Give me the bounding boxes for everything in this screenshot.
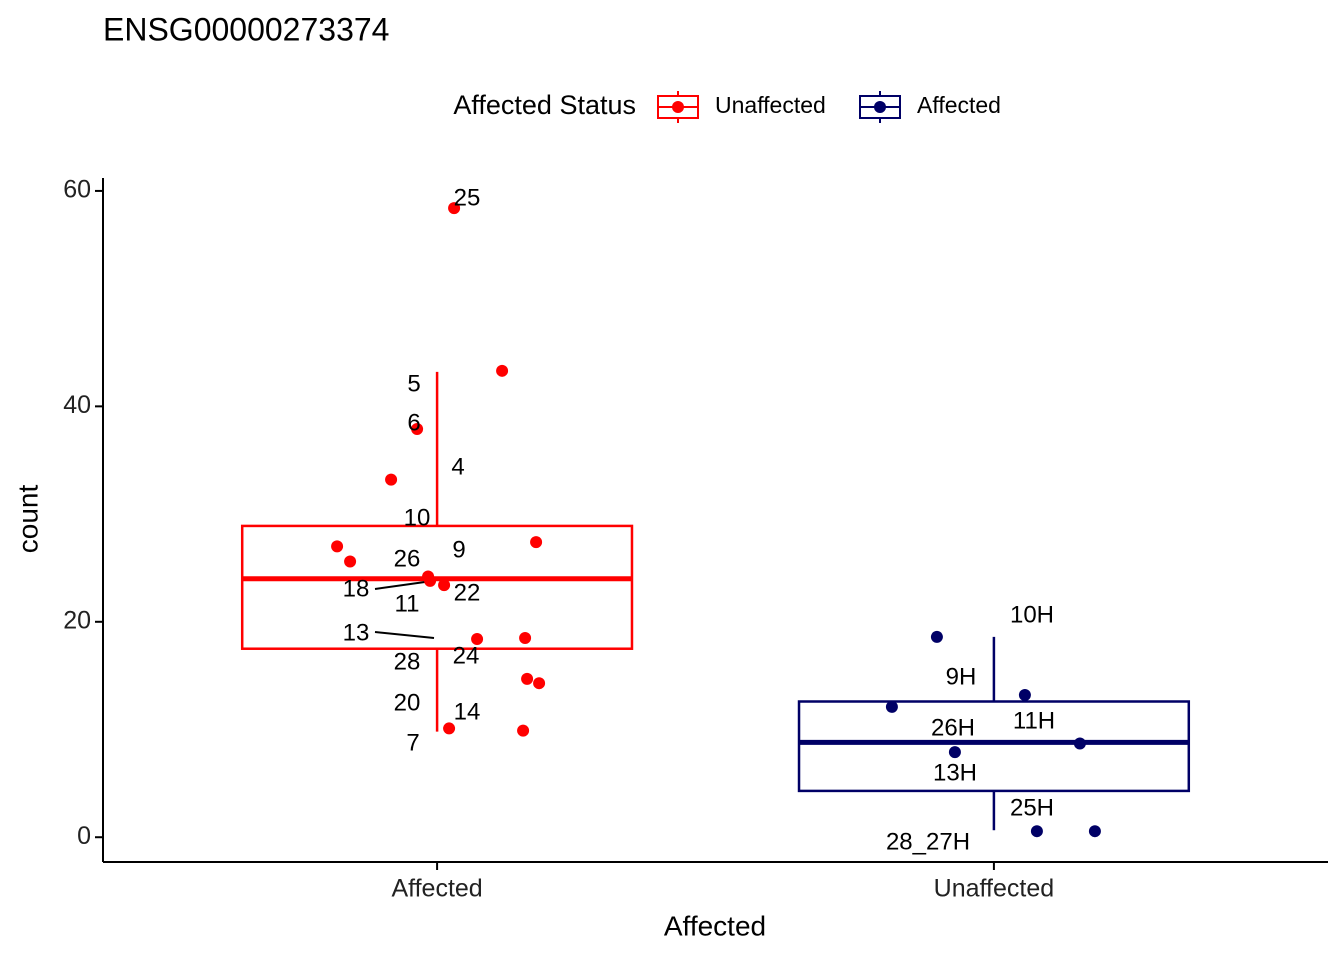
point-label: 26H [931,714,975,741]
point [885,700,898,713]
point [517,724,530,737]
point [438,579,451,592]
point-label: 6 [407,409,420,436]
y-tick-label: 60 [63,176,91,204]
point [930,630,943,643]
point-label: 18 [343,575,370,602]
point [1088,825,1101,838]
point [948,746,961,759]
point-label: 14 [454,698,481,725]
point [519,631,532,644]
point [530,536,543,549]
point [385,473,398,486]
point [471,633,484,646]
point [1030,825,1043,838]
point [411,422,424,435]
point [424,574,437,587]
point [533,677,546,690]
point [521,672,534,685]
legend-title: Affected Status [453,90,636,120]
point-label: 11 [395,590,420,617]
point [1018,689,1031,702]
point [344,555,357,568]
point-label: 22 [454,579,481,606]
point-label: 24 [453,642,480,669]
point-label: 25 [454,184,481,211]
y-axis-label: count [12,485,43,554]
point-label: 10H [1010,601,1054,628]
point-label: 13 [343,619,370,646]
point-label: 7 [406,729,419,756]
point-label: 11H [1013,707,1055,734]
point [1073,737,1086,750]
x-tick-label: Affected [391,875,482,903]
point [448,202,461,215]
point [496,364,509,377]
point-label: 28 [394,648,421,675]
legend-key [874,101,886,113]
point-label: 10 [404,504,431,531]
point-label: 9 [452,536,465,563]
box [797,700,1191,793]
x-axis-label: Affected [664,910,766,941]
legend-key [672,101,684,113]
box [240,524,634,650]
y-tick-label: 40 [63,391,91,419]
y-tick-label: 0 [77,822,91,850]
legend-label: Affected [917,92,1001,118]
label-segment [374,580,433,590]
point-label: 4 [451,453,464,480]
label-segment [374,631,435,639]
point [443,722,456,735]
point [331,540,344,553]
point-label: 26 [394,545,421,572]
point-label: 20 [394,689,421,716]
y-tick-label: 20 [63,606,91,634]
point-label: 9H [946,663,977,690]
x-tick-label: Unaffected [934,875,1054,903]
point-label: 13H [933,759,977,786]
point-label: 5 [407,370,420,397]
point-label: 28_27H [886,828,970,855]
legend-label: Unaffected [715,92,826,118]
point-label: 25H [1010,794,1054,821]
chart-title: ENSG00000273374 [103,11,389,47]
